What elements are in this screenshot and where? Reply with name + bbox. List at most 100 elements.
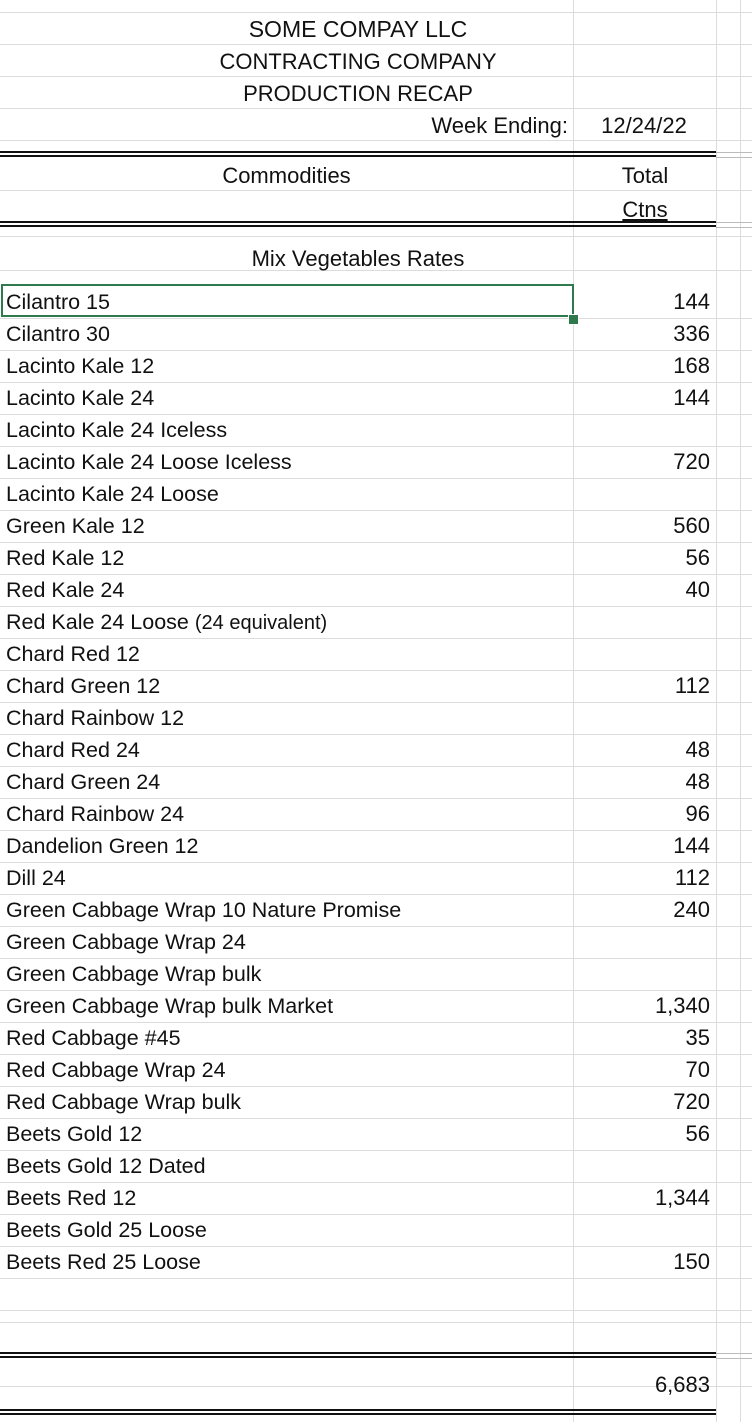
commodity-name[interactable]: Lacinto Kale 24 Loose Iceless <box>6 450 292 474</box>
section-title: Mix Vegetables Rates <box>251 246 465 271</box>
report-title: PRODUCTION RECAP <box>243 81 473 106</box>
commodity-name[interactable]: Chard Red 24 <box>6 738 140 762</box>
commodity-name-text: Lacinto Kale 12 <box>6 354 155 378</box>
total-cartons-value[interactable]: 240 <box>673 897 710 922</box>
commodity-name[interactable]: Red Cabbage Wrap 24 <box>6 1058 226 1082</box>
total-cartons-value[interactable]: 56 <box>685 545 710 570</box>
total-cartons-value[interactable]: 48 <box>685 769 710 794</box>
total-cartons-value[interactable]: 112 <box>674 673 710 698</box>
total-cartons-value[interactable]: 1,340 <box>654 993 710 1018</box>
commodity-name-text: Chard Rainbow 12 <box>6 706 185 730</box>
total-cartons-value[interactable]: 70 <box>685 1057 710 1082</box>
commodity-name[interactable]: Red Kale 12 <box>6 546 124 570</box>
commodity-name[interactable]: Green Cabbage Wrap 10 Nature Promise <box>6 898 401 922</box>
commodity-name-text: Dill 24 <box>6 866 66 890</box>
total-cartons-value[interactable]: 1,344 <box>654 1185 710 1210</box>
grid-col-line <box>716 0 717 1422</box>
commodity-name[interactable]: Green Kale 12 <box>6 514 145 538</box>
total-cartons-value[interactable]: 144 <box>673 385 710 410</box>
commodity-name[interactable]: Lacinto Kale 24 <box>6 386 154 410</box>
grid-row-line <box>0 1246 752 1247</box>
commodity-name-text: Green Kale 12 <box>6 514 145 538</box>
commodity-name[interactable]: Cilantro 30 <box>6 322 110 346</box>
commodity-name[interactable]: Lacinto Kale 12 <box>6 354 154 378</box>
commodity-name[interactable]: Beets Red 25 Loose <box>6 1250 201 1274</box>
commodity-name-text: Red Kale 12 <box>6 546 125 570</box>
double-border <box>0 221 716 227</box>
grid-row-line <box>0 478 752 479</box>
grid-row-line <box>0 1118 752 1119</box>
commodity-name[interactable]: Dill 24 <box>6 866 66 890</box>
grid-row-line <box>0 76 752 77</box>
grid-row-line <box>0 350 752 351</box>
total-cartons-value[interactable]: 150 <box>673 1249 710 1274</box>
total-cartons-value[interactable]: 560 <box>673 513 710 538</box>
commodity-name[interactable]: Red Kale 24 Loose (24 equivalent) <box>6 610 327 635</box>
commodity-name[interactable]: Green Cabbage Wrap bulk Market <box>6 994 333 1018</box>
week-ending-value[interactable]: 12/24/22 <box>601 113 687 138</box>
total-cartons-value[interactable]: 48 <box>685 737 710 762</box>
commodity-name[interactable]: Cilantro 15 <box>6 290 110 314</box>
commodity-name[interactable]: Chard Rainbow 24 <box>6 802 184 826</box>
total-cartons-value[interactable]: 35 <box>685 1025 710 1050</box>
commodity-name[interactable]: Green Cabbage Wrap 24 <box>6 930 246 954</box>
grid-row-line <box>0 446 752 447</box>
grid-row-line <box>0 926 752 927</box>
total-cartons-value[interactable]: 720 <box>673 449 710 474</box>
commodity-name[interactable]: Green Cabbage Wrap bulk <box>6 962 261 986</box>
commodity-name[interactable]: Red Cabbage Wrap bulk <box>6 1090 241 1114</box>
commodity-name[interactable]: Chard Red 12 <box>6 642 140 666</box>
double-border-right <box>716 222 752 228</box>
commodity-name[interactable]: Chard Green 12 <box>6 674 160 698</box>
grid-row-line <box>0 1386 752 1387</box>
grid-row-line <box>0 318 752 319</box>
grid-row-line <box>0 382 752 383</box>
grid-row-line <box>0 1182 752 1183</box>
commodity-name[interactable]: Beets Gold 25 Loose <box>6 1218 207 1242</box>
commodity-name-text: Green Cabbage Wrap bulk <box>6 962 262 986</box>
grid-row-line <box>0 1322 752 1323</box>
total-cartons-value[interactable]: 144 <box>673 833 710 858</box>
commodity-name[interactable]: Beets Red 12 <box>6 1186 136 1210</box>
total-cartons-value[interactable]: 720 <box>673 1089 710 1114</box>
commodity-name-text: Chard Rainbow 24 <box>6 802 185 826</box>
grid-row-line <box>0 1054 752 1055</box>
grid-row-line <box>0 766 752 767</box>
fill-handle[interactable] <box>568 314 579 325</box>
commodity-name[interactable]: Beets Gold 12 <box>6 1122 142 1146</box>
commodity-name-text: Red Cabbage Wrap 24 <box>6 1058 226 1082</box>
total-cartons-value[interactable]: 112 <box>674 865 710 890</box>
commodity-name[interactable]: Red Cabbage #45 <box>6 1026 181 1050</box>
grid-row-line <box>0 1086 752 1087</box>
commodity-name[interactable]: Lacinto Kale 24 Loose <box>6 482 219 506</box>
commodity-name-text: Beets Red 25 Loose <box>6 1250 201 1274</box>
commodity-name[interactable]: Chard Rainbow 12 <box>6 706 184 730</box>
commodity-name[interactable]: Chard Green 24 <box>6 770 160 794</box>
grid-row-line <box>0 190 752 191</box>
double-border <box>0 151 716 157</box>
grid-row-line <box>0 1022 752 1023</box>
total-cartons-value[interactable]: 40 <box>685 577 710 602</box>
commodity-name[interactable]: Beets Gold 12 Dated <box>6 1154 206 1178</box>
commodity-name-text: Cilantro 15 <box>6 290 110 314</box>
double-border-right <box>716 152 752 158</box>
total-cartons-value[interactable]: 168 <box>673 353 710 378</box>
commodity-name-text: Green Cabbage Wrap 10 Nature Promise <box>6 898 402 922</box>
total-cartons-value[interactable]: 144 <box>673 289 710 314</box>
grand-total-value[interactable]: 6,683 <box>654 1372 710 1397</box>
grid-row-line <box>0 12 752 13</box>
commodity-name[interactable]: Dandelion Green 12 <box>6 834 198 858</box>
commodity-name[interactable]: Red Kale 24 <box>6 578 124 602</box>
commodity-name-text: Lacinto Kale 24 <box>6 386 155 410</box>
total-cartons-value[interactable]: 336 <box>673 321 710 346</box>
commodity-note: (24 equivalent) <box>194 612 328 634</box>
grid-row-line <box>0 606 752 607</box>
commodity-name-text: Lacinto Kale 24 Loose Iceless <box>6 450 292 474</box>
total-cartons-value[interactable]: 56 <box>685 1121 710 1146</box>
commodity-name-text: Chard Red 12 <box>6 642 140 666</box>
total-cartons-value[interactable]: 96 <box>685 801 710 826</box>
grid-row-line <box>0 1278 752 1279</box>
commodity-name-text: Cilantro 30 <box>6 322 110 346</box>
commodity-name-text: Lacinto Kale 24 Iceless <box>6 418 228 442</box>
commodity-name[interactable]: Lacinto Kale 24 Iceless <box>6 418 227 442</box>
